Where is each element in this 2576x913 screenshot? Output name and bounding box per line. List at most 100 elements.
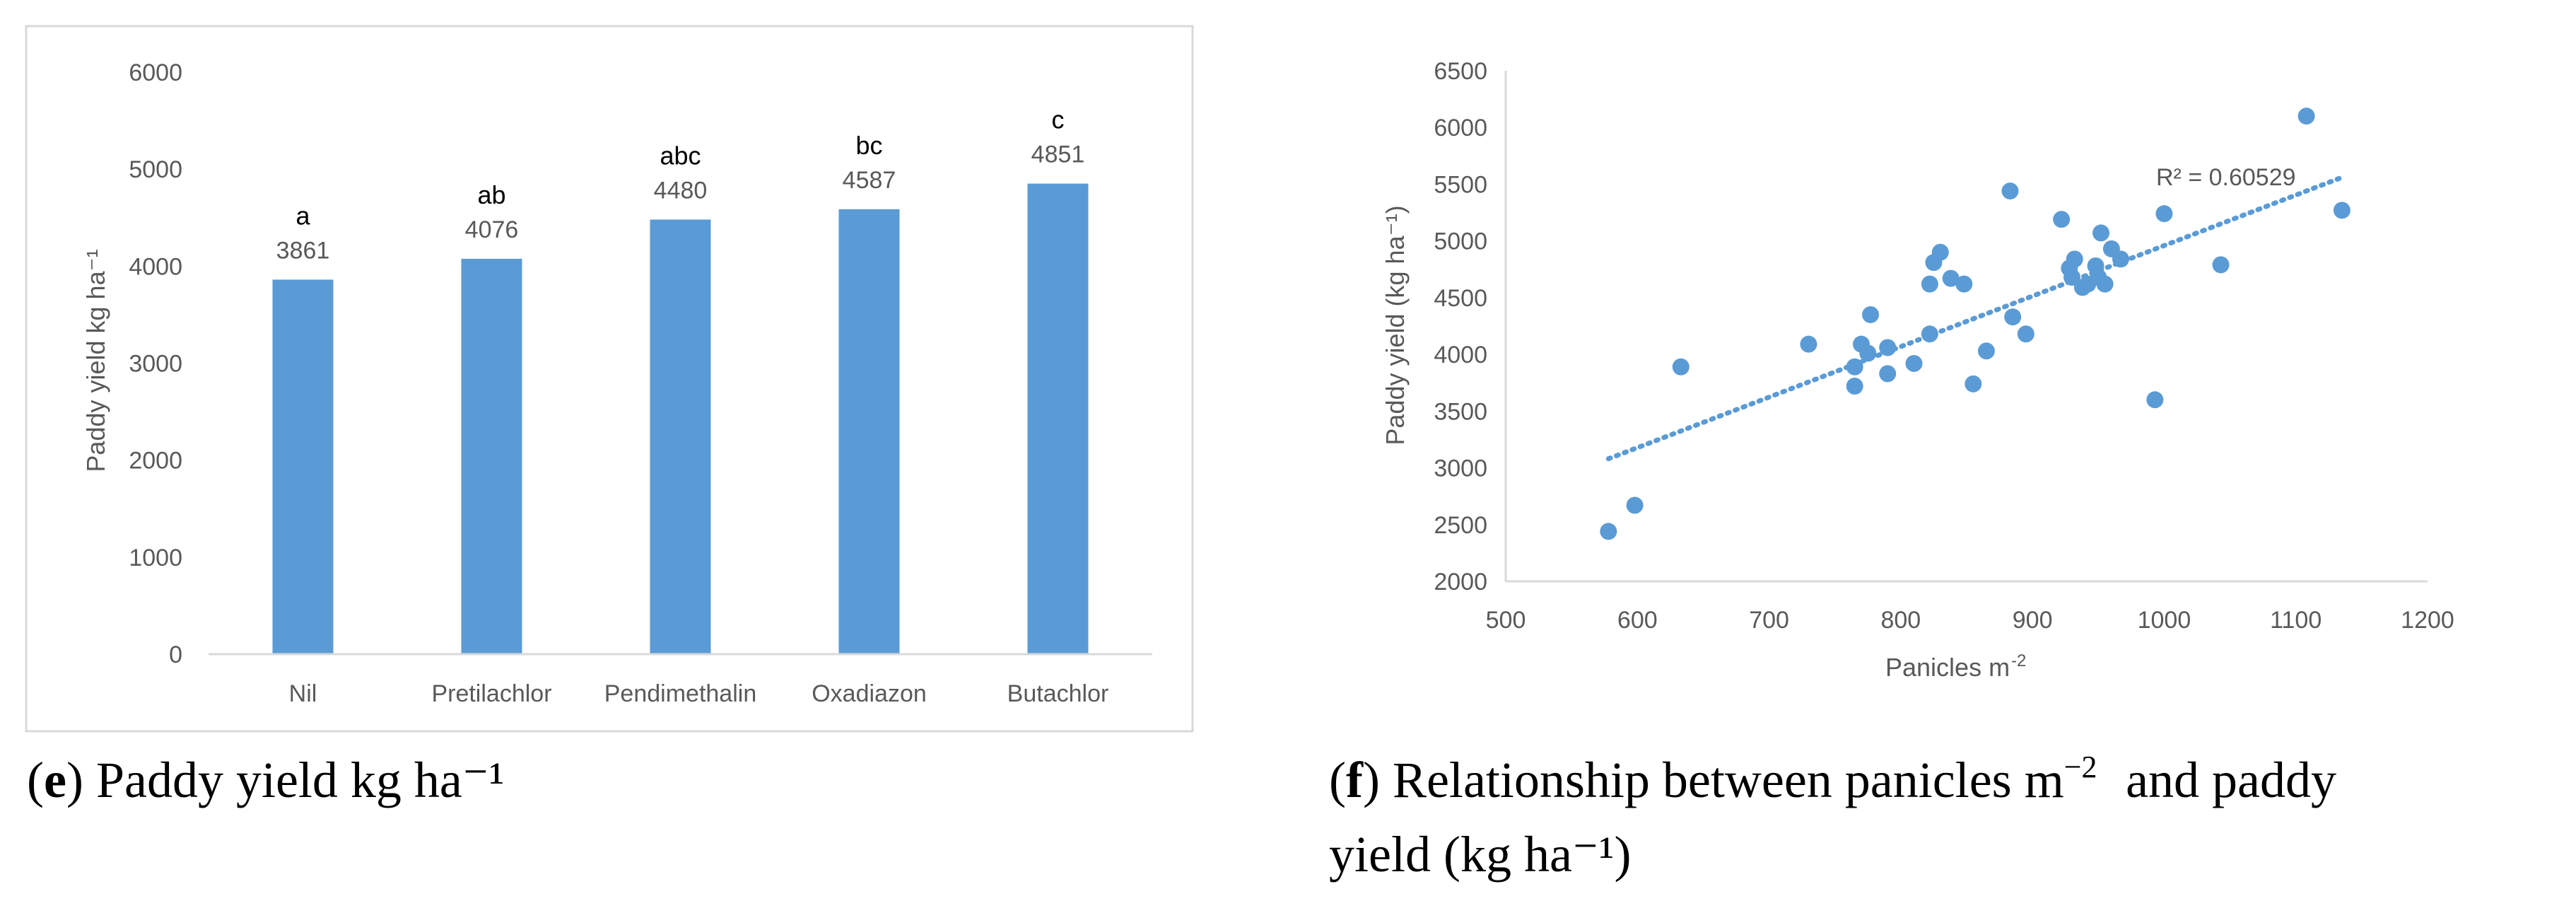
scatter-chart-x-ticks: 500 600 700 800 900 1000 1100 1200 (1486, 607, 2454, 634)
scatter-point (1672, 358, 1690, 376)
bar-y-tick-label: 4000 (129, 253, 182, 280)
scatter-point (2096, 275, 2114, 293)
scatter-y-tick-label: 2000 (1434, 569, 1487, 595)
bar-x-tick-label: Nil (289, 680, 317, 707)
bar-chart-y-ticks: 0 1000 2000 3000 4000 5000 6000 (129, 59, 182, 668)
scatter-point (2155, 205, 2173, 223)
scatter-point (1859, 344, 1877, 362)
caption-f-letter: f (1346, 752, 1364, 808)
bar-significance-letter: bc (855, 131, 882, 160)
caption-f-line1: (f) Relationship between panicles m−2 and… (1329, 750, 2336, 808)
scatter-x-tick-label: 700 (1749, 607, 1789, 634)
bar-chart-frame (25, 25, 1194, 733)
scatter-x-tick-label: 500 (1486, 607, 1526, 634)
scatter-point (2333, 202, 2350, 219)
bar-significance-letter: abc (660, 141, 701, 170)
bar-significance-letter: c (1052, 105, 1065, 134)
scatter-y-tick-label: 6000 (1434, 115, 1487, 141)
scatter-chart-y-axis-title: Paddy yield (kg ha⁻¹) (1381, 205, 1410, 445)
scatter-y-tick-label: 6500 (1434, 58, 1487, 85)
scatter-point (2297, 107, 2315, 125)
scatter-point (1800, 335, 1817, 353)
scatter-y-tick-label: 3500 (1434, 398, 1487, 425)
bar-chart-x-ticks: Nil Pretilachlor Pendimethalin Oxadiazon But… (289, 680, 1109, 707)
scatter-chart-trendline (1605, 175, 2345, 462)
scatter-x-tick-label: 900 (2013, 607, 2053, 634)
bar-x-tick-label: Pretilachlor (431, 680, 551, 707)
caption-e: (e) Paddy yield kg ha⁻¹ (27, 752, 504, 808)
scatter-x-tick-label: 1100 (2270, 607, 2322, 634)
scatter-chart-x-axis-title: Panicles m-2 (1885, 651, 2026, 682)
bar-y-tick-label: 2000 (129, 448, 182, 475)
caption-f-text-b: and paddy (2126, 752, 2336, 808)
bar-value-label: 4587 (843, 167, 896, 194)
bar-y-tick-label: 0 (169, 641, 182, 668)
scatter-x-tick-label: 1200 (2401, 607, 2454, 634)
scatter-point (2146, 391, 2164, 409)
scatter-chart-x-axis-title-main: Panicles m (1885, 653, 2010, 682)
caption-e-letter: e (44, 752, 66, 808)
scatter-chart-y-ticks: 2000 2500 3000 3500 4000 4500 5000 5500 6000 6500 (1434, 58, 1487, 595)
scatter-point (2063, 269, 2081, 286)
scatter-chart-panel: 2000 2500 3000 3500 4000 4500 5000 5500 6000 6500… (1381, 58, 2454, 682)
bar-nil (272, 279, 334, 654)
scatter-x-tick-label: 1000 (2138, 607, 2191, 634)
bar-y-tick-label: 5000 (129, 156, 182, 183)
scatter-y-tick-label: 3000 (1434, 455, 1487, 482)
scatter-point (1862, 306, 1880, 323)
scatter-point (1879, 339, 1897, 356)
bar-pretilachlor (461, 258, 522, 654)
scatter-point (2001, 182, 2019, 200)
scatter-point (1879, 365, 1897, 383)
bar-pendimethalin (650, 219, 711, 654)
scatter-point (1955, 275, 1973, 293)
scatter-point (2212, 256, 2230, 274)
scatter-point (2066, 250, 2083, 268)
bar-significance-letter: ab (477, 180, 505, 209)
bar-value-label: 4480 (654, 177, 708, 204)
scatter-point (1921, 325, 1938, 343)
bar-value-label: 3861 (276, 237, 330, 264)
scatter-point (1600, 523, 1617, 540)
scatter-point (1942, 269, 1960, 287)
scatter-point (2112, 250, 2129, 268)
scatter-chart-x-axis-title-sup: -2 (2011, 651, 2026, 670)
caption-f-sup: −2 (2064, 750, 2097, 784)
scatter-chart-r2-label: R² = 0.60529 (2156, 164, 2296, 191)
bar-value-label: 4076 (465, 216, 519, 243)
scatter-point (1977, 342, 1995, 360)
bar-x-tick-label: Oxadiazon (812, 680, 927, 707)
caption-e-text: Paddy yield kg ha⁻¹ (96, 752, 505, 808)
bar-y-tick-label: 6000 (129, 59, 182, 86)
scatter-point (1846, 358, 1863, 376)
bar-oxadiazon (838, 209, 900, 654)
caption-f-text-a: Relationship between panicles m (1393, 752, 2064, 808)
scatter-y-tick-label: 4000 (1434, 342, 1487, 368)
bar-chart-significance-letters: a ab abc bc c (295, 105, 1064, 231)
scatter-point (2017, 325, 2035, 343)
bar-chart-bars (272, 183, 1089, 654)
bar-chart-y-axis-title: Paddy yield kg ha⁻¹ (81, 249, 110, 472)
scatter-x-tick-label: 600 (1617, 607, 1658, 634)
bar-y-tick-label: 1000 (129, 545, 182, 571)
scatter-point (1931, 243, 1949, 261)
scatter-point (2092, 224, 2110, 242)
scatter-point (1626, 496, 1644, 514)
scatter-y-tick-label: 5000 (1434, 228, 1487, 255)
bar-y-tick-label: 3000 (129, 351, 182, 378)
scatter-x-tick-label: 800 (1880, 607, 1921, 634)
scatter-point (1846, 378, 1863, 395)
scatter-point (1965, 375, 1982, 392)
bar-x-tick-label: Pendimethalin (604, 680, 756, 707)
scatter-chart-points (1600, 107, 2350, 540)
bar-significance-letter: a (295, 201, 310, 230)
bar-x-tick-label: Butachlor (1007, 680, 1109, 707)
bar-chart-panel: 0 1000 2000 3000 4000 5000 6000 Nil Pretilachlo… (25, 25, 1194, 733)
scatter-y-tick-label: 5500 (1434, 171, 1487, 198)
scatter-point (2004, 308, 2022, 326)
scatter-point (2053, 211, 2071, 228)
bar-chart-value-labels: 3861 4076 4480 4587 4851 (276, 141, 1085, 264)
caption-f-line2: yield (kg ha⁻¹) (1329, 826, 1631, 883)
scatter-point (1905, 354, 1923, 372)
